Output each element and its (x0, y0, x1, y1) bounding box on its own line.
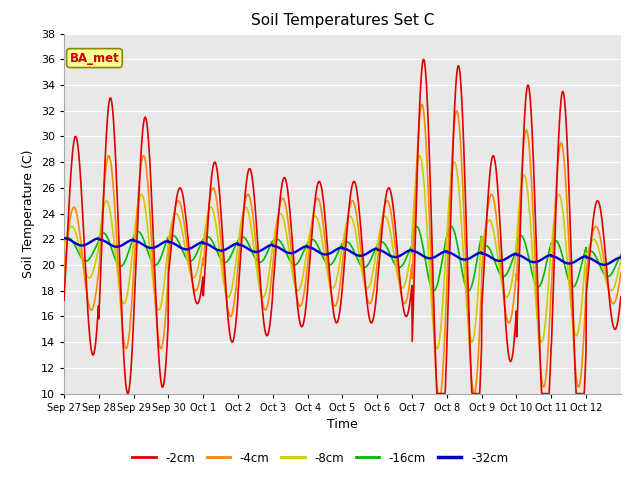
Legend: -2cm, -4cm, -8cm, -16cm, -32cm: -2cm, -4cm, -8cm, -16cm, -32cm (127, 447, 513, 469)
Title: Soil Temperatures Set C: Soil Temperatures Set C (251, 13, 434, 28)
Text: BA_met: BA_met (70, 51, 119, 65)
X-axis label: Time: Time (327, 418, 358, 431)
Y-axis label: Soil Temperature (C): Soil Temperature (C) (22, 149, 35, 278)
